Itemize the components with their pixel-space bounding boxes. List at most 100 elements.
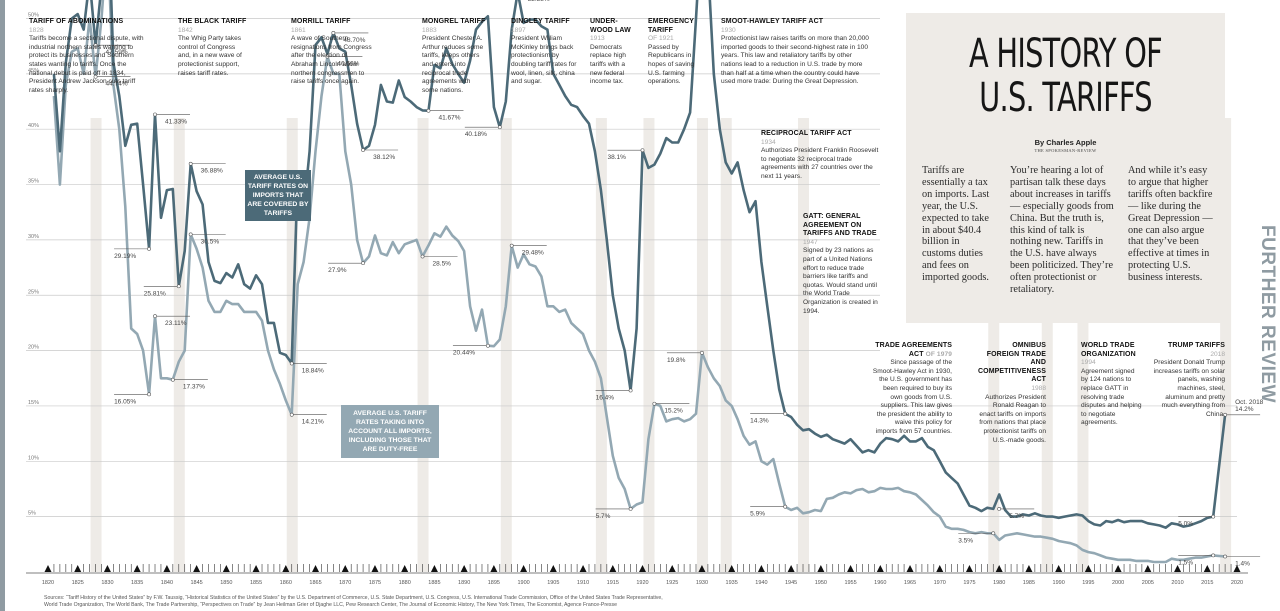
x-tick-label: 1895 (488, 580, 500, 586)
data-point-marker (361, 261, 365, 266)
x-major-tick-marker (876, 565, 884, 572)
event-highlight-band (1077, 118, 1089, 572)
annotation-title: GATT: GENERAL AGREEMENT ON TARIFFS AND T… (803, 213, 877, 238)
annotation-title: MORRILL TARIFF (291, 18, 351, 25)
x-tick-label: 1885 (428, 580, 440, 586)
annotation-year: 1861 (291, 26, 306, 34)
data-point-marker (325, 54, 330, 59)
x-tick-label: 2020 (1231, 580, 1243, 586)
annotation-year: 1988 (1031, 384, 1046, 392)
annotation-year: 1930 (721, 26, 736, 34)
x-major-tick-marker (1055, 565, 1063, 572)
annotation-text: Passed by Republicans in hopes of saving… (648, 43, 695, 86)
data-label: 1.5% (1178, 559, 1193, 566)
annotation-text: Since passage of the Smoot-Hawley Act in… (872, 359, 952, 435)
x-major-tick-marker (728, 565, 736, 572)
data-label: 46.56% (337, 61, 359, 68)
intro-column-3: And while it’s easy to argue that higher… (1128, 165, 1213, 284)
x-tick-label: 1890 (458, 580, 470, 586)
data-label: 52.38% (528, 0, 550, 3)
annotation-text: Democrats replace high tariffs with a ne… (590, 43, 626, 86)
annotation-morrill-tariff: MORRILL TARIFF 1861 A wave of Southern r… (291, 18, 373, 87)
data-label: 15.2% (664, 408, 683, 415)
y-tick-label: 10% (28, 455, 39, 461)
data-point-marker (783, 504, 788, 509)
data-point-marker (153, 112, 157, 117)
x-tick-label: 1900 (517, 580, 529, 586)
data-point-marker (147, 392, 151, 397)
x-tick-label: 1845 (191, 580, 203, 586)
headline-line-1: A HISTORY OF (968, 31, 1163, 77)
annotation-smoot-hawley: SMOOT-HAWLEY TARIFF ACT 1930 Protectioni… (721, 18, 871, 87)
x-major-tick-marker (787, 565, 795, 572)
x-tick-label: 1830 (101, 580, 113, 586)
data-point-marker (497, 125, 502, 130)
x-major-tick-marker (1084, 565, 1092, 572)
data-label: 3.5% (958, 537, 973, 544)
data-point-marker (426, 108, 431, 113)
x-major-tick-marker (371, 565, 379, 572)
data-point-marker (509, 243, 514, 248)
annotation-text: Protectionist law raises tariffs on more… (721, 35, 869, 86)
x-major-tick-marker (1233, 565, 1241, 572)
sources-credit: Sources: “Tariff History of the United S… (44, 595, 663, 609)
annotation-year: 1947 (803, 238, 818, 246)
headline-line-2: U.S. TARIFFS (979, 75, 1152, 121)
annotation-year: 1883 (422, 26, 437, 34)
data-label: 20.44% (453, 350, 475, 357)
annotation-text: Authorizes President Franklin Roosevelt … (761, 147, 879, 180)
data-label: 40.18% (465, 131, 487, 138)
x-tick-label: 1910 (577, 580, 589, 586)
x-tick-label: 1995 (1082, 580, 1094, 586)
annotation-wto: WORLD TRADE ORGANIZATION 1994 Agreement … (1081, 342, 1143, 428)
data-point-marker (289, 412, 294, 417)
event-highlight-band (696, 118, 708, 572)
x-major-tick-marker (639, 565, 646, 572)
annotation-year: 1828 (29, 26, 44, 34)
x-major-tick-marker (490, 565, 498, 572)
x-tick-label: 1985 (1023, 580, 1035, 586)
x-major-tick-marker (312, 565, 320, 572)
data-point-marker (486, 343, 490, 348)
data-label: 5.7% (1009, 513, 1024, 520)
x-major-tick-marker (936, 565, 944, 572)
annotation-text: Tariffs become a sectional dispute, with… (29, 35, 144, 94)
data-label: 30.5% (201, 238, 220, 245)
x-tick-label: 1980 (993, 580, 1005, 586)
sources-line-1: Sources: “Tariff History of the United S… (44, 595, 663, 601)
data-label: 5.7% (596, 513, 611, 520)
x-major-tick-marker (163, 565, 171, 572)
y-tick-label: 35% (28, 179, 39, 185)
event-highlight-band (798, 118, 810, 572)
annotation-title: TRUMP TARIFFS (1167, 342, 1225, 349)
x-major-tick-marker (906, 565, 914, 572)
data-label: 27.9% (328, 267, 347, 274)
annotation-title: DINGLEY TARIFF (511, 18, 570, 25)
x-tick-label: 1825 (72, 580, 84, 586)
annotation-title-text: TRADE AGREEMENTS ACT (875, 342, 952, 358)
annotation-text: A wave of Southern resignations from Con… (291, 35, 372, 86)
y-tick-label: 30% (28, 234, 39, 240)
data-label: 28.5% (433, 261, 452, 268)
data-point-marker (93, 43, 98, 48)
data-point-marker (420, 254, 425, 259)
event-highlight-band (417, 118, 429, 572)
y-tick-label: 40% (28, 123, 39, 129)
annotation-text: Signed by 23 nations as part of a United… (803, 247, 878, 315)
x-major-tick-marker (460, 565, 468, 572)
data-label: 17.37% (183, 384, 205, 391)
publication-name: THE SPOKESMAN-REVIEW (1034, 148, 1097, 153)
annotation-reciprocal-tariff-act: RECIPROCAL TARIFF ACT 1934 Authorizes Pr… (761, 130, 881, 182)
y-tick-label: 20% (28, 345, 39, 351)
y-tick-label: 5% (28, 511, 36, 517)
x-tick-label: 1950 (815, 580, 827, 586)
x-tick-label: 1850 (220, 580, 232, 586)
annotation-year: 1934 (761, 138, 776, 146)
x-major-tick-marker (282, 565, 290, 572)
data-label: 19.8% (667, 357, 686, 364)
annotation-title: SMOOT-HAWLEY TARIFF ACT (721, 18, 824, 25)
annotation-emergency-tariff: EMERGENCY TARIFF OF 1921 Passed by Repub… (648, 18, 696, 87)
annotation-title: MONGREL TARIFF (422, 18, 486, 25)
x-tick-label: 2010 (1171, 580, 1183, 586)
data-label: 16.4% (596, 394, 615, 401)
